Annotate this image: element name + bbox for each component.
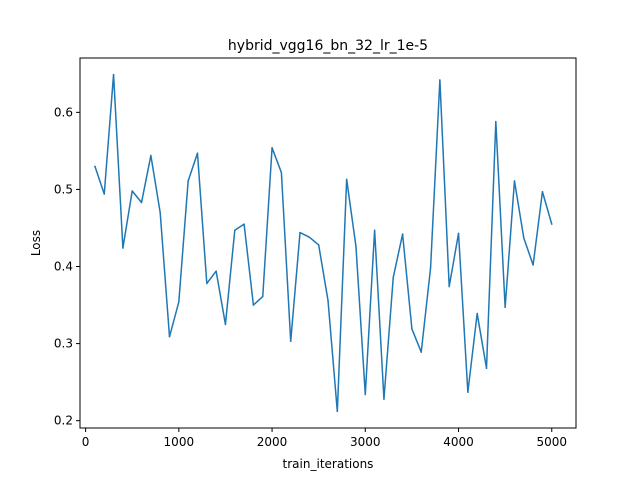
data-point [439,79,441,81]
x-axis: 0 1000 2000 3000 4000 5000 [82,428,567,449]
data-point [420,351,422,353]
data-point [523,237,525,239]
chart-title: hybrid_vgg16_bn_32_lr_1e-5 [228,38,428,54]
data-point [252,304,255,306]
data-point [215,270,217,272]
data-point [261,295,264,298]
data-point [485,367,488,370]
data-point [187,180,189,182]
data-point [429,267,432,269]
y-tick-label: 0.6 [54,105,73,119]
data-point [457,232,460,235]
data-point [94,165,96,168]
y-axis: 0.2 0.3 0.4 0.5 0.6 [54,105,80,428]
x-tick-label: 1000 [164,435,195,449]
data-point [541,190,544,193]
loss-series-line [94,73,553,413]
data-point [317,244,320,246]
data-point [234,229,236,232]
data-point [513,180,516,182]
x-axis-label: train_iterations [283,457,374,471]
data-point [373,229,376,232]
data-point [131,190,133,192]
y-tick-label: 0.3 [54,337,73,351]
data-point [345,178,348,181]
data-point [392,276,395,279]
data-point [401,233,404,235]
data-point [140,201,143,204]
data-point [224,323,227,326]
data-point [448,285,450,288]
plot-frame [79,57,577,429]
x-tick-label: 2000 [257,435,288,449]
data-point [289,340,292,343]
data-point [112,73,115,76]
data-point [243,223,245,225]
data-point [364,393,367,396]
data-point [411,328,413,330]
data-point [122,247,124,249]
data-point [150,154,152,157]
data-point [168,335,171,338]
y-tick-label: 0.4 [54,260,73,274]
data-point [271,147,273,149]
data-point [551,223,553,225]
data-point [495,120,497,123]
data-point [196,152,199,154]
y-tick-label: 0.5 [54,182,73,196]
data-point [383,398,385,400]
x-tick-label: 3000 [350,435,381,449]
y-tick-label: 0.2 [54,414,73,428]
data-point [532,264,534,266]
data-point [467,391,469,393]
data-point [178,301,180,303]
data-point [103,193,105,195]
data-point [206,282,208,285]
y-axis-label: Loss [29,230,43,256]
data-point [280,171,283,174]
data-point [159,211,161,214]
data-point [336,410,339,413]
x-tick-label: 4000 [443,435,474,449]
data-point [308,236,311,238]
data-point [299,231,301,234]
data-point [355,245,357,248]
x-tick-label: 0 [82,435,90,449]
x-tick-label: 5000 [536,435,567,449]
data-point [327,299,329,302]
series-layer [94,73,553,413]
data-point [504,306,506,309]
data-point [476,312,478,315]
